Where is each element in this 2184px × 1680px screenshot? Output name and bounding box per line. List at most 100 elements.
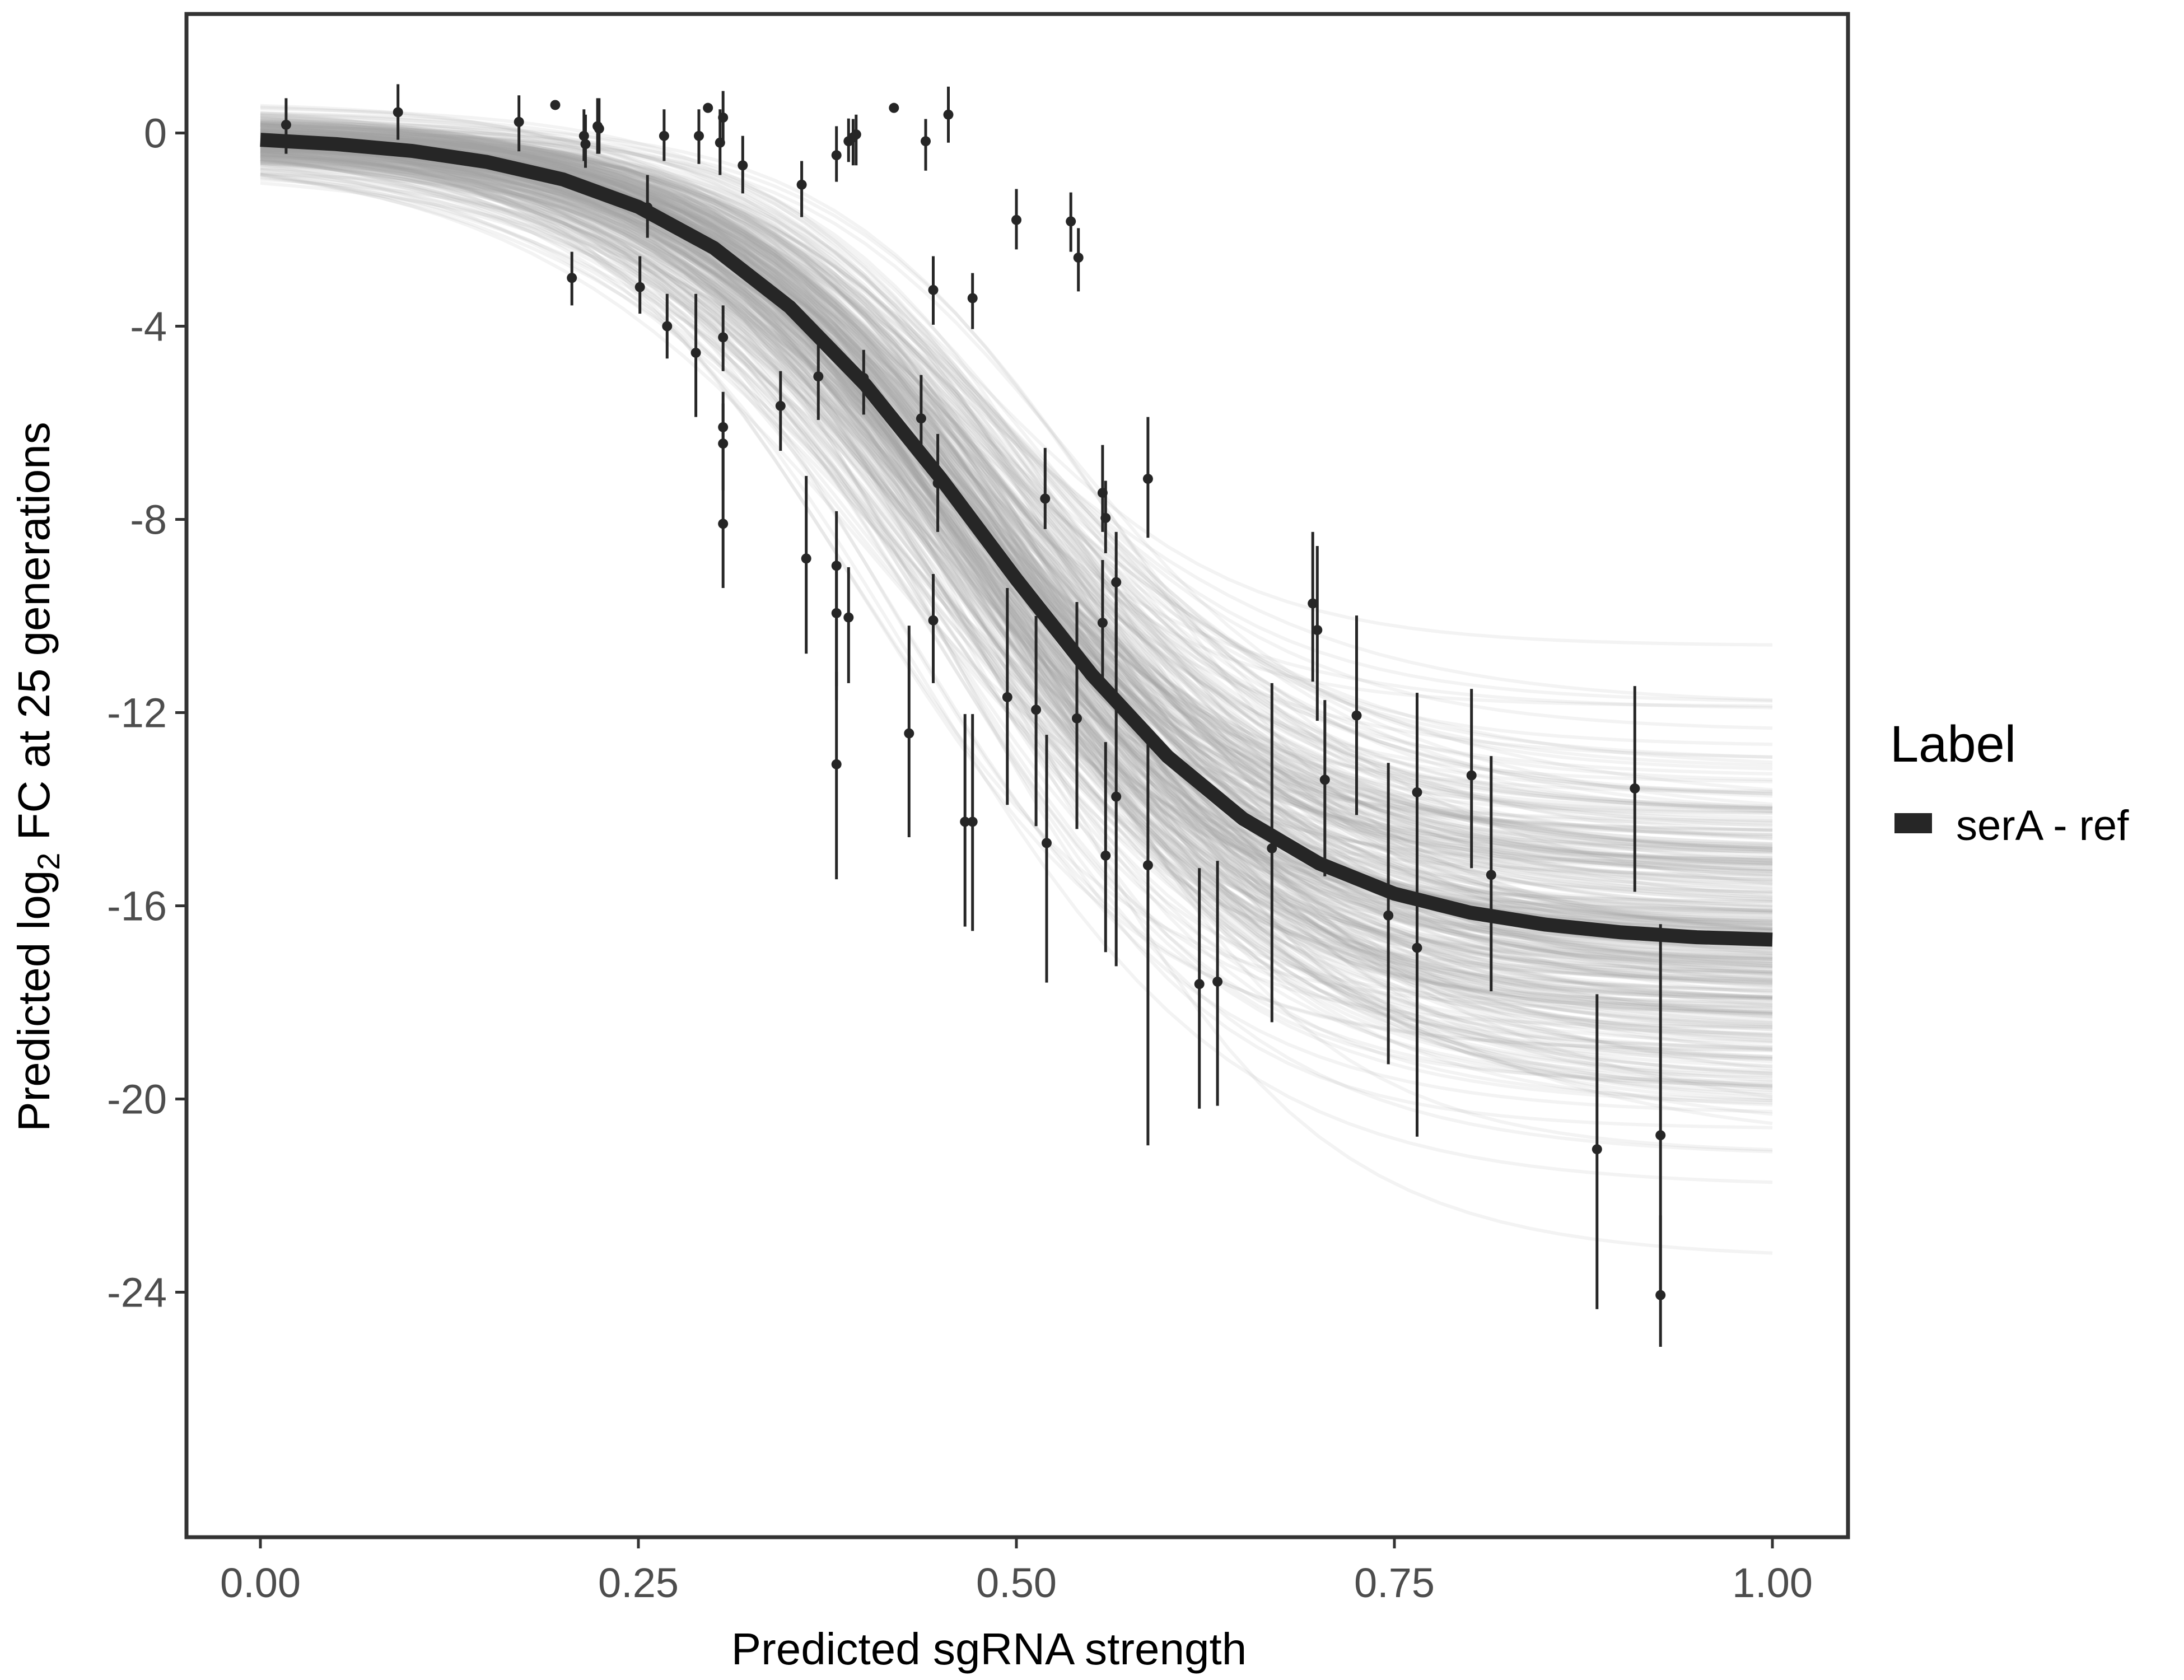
posterior-draw-line xyxy=(260,163,1773,1130)
data-point xyxy=(775,400,786,411)
posterior-draw-line xyxy=(260,149,1773,999)
posterior-draw-line xyxy=(260,136,1773,1002)
posterior-draw-line xyxy=(260,143,1773,876)
posterior-draw-line xyxy=(260,150,1773,926)
posterior-draw-line xyxy=(260,113,1773,1103)
posterior-draw-line xyxy=(260,161,1773,900)
posterior-draw-line xyxy=(260,136,1773,999)
posterior-draw-line xyxy=(260,154,1773,923)
posterior-draw-line xyxy=(260,132,1773,960)
posterior-draw-line xyxy=(260,122,1773,981)
posterior-draw-line xyxy=(260,120,1773,866)
posterior-draw-line xyxy=(260,119,1773,730)
posterior-draw-line xyxy=(260,153,1773,1016)
data-point xyxy=(718,332,729,343)
posterior-draw-line xyxy=(260,127,1773,944)
data-point xyxy=(694,130,704,141)
data-point xyxy=(703,102,713,113)
posterior-draw-line xyxy=(260,178,1773,999)
y-axis-title-subscript: 2 xyxy=(31,853,66,870)
posterior-draw-line xyxy=(260,126,1773,932)
posterior-draw-line xyxy=(260,158,1773,764)
posterior-draw-line xyxy=(260,148,1773,874)
posterior-draw-line xyxy=(260,155,1773,1082)
posterior-draw-line xyxy=(260,133,1773,792)
data-point xyxy=(718,422,729,432)
posterior-draw-line xyxy=(260,174,1773,1116)
posterior-draw-line xyxy=(260,181,1773,899)
posterior-draw-line xyxy=(260,132,1773,811)
posterior-draw-line xyxy=(260,122,1773,873)
posterior-draw-line xyxy=(260,153,1773,931)
posterior-draw-line xyxy=(260,133,1773,1026)
posterior-draw-line xyxy=(260,139,1773,853)
posterior-draw-line xyxy=(260,146,1773,985)
data-point xyxy=(1111,791,1122,802)
posterior-draw-line xyxy=(260,113,1773,702)
data-point xyxy=(738,160,748,171)
posterior-draw-line xyxy=(260,134,1773,1043)
posterior-draw-line xyxy=(260,144,1773,837)
posterior-draw-line xyxy=(260,126,1773,848)
posterior-draw-line xyxy=(260,121,1773,1078)
data-point xyxy=(831,150,842,161)
posterior-draw-line xyxy=(260,137,1773,933)
posterior-draw-line xyxy=(260,133,1773,968)
posterior-draw-line xyxy=(260,134,1773,1029)
posterior-draw-line xyxy=(260,171,1773,935)
posterior-draw-line xyxy=(260,146,1773,935)
posterior-draw-line xyxy=(260,146,1773,983)
posterior-draw-line xyxy=(260,141,1773,977)
posterior-draw-line xyxy=(260,150,1773,846)
posterior-draw-line xyxy=(260,125,1773,825)
posterior-draw-line xyxy=(260,107,1773,850)
data-point xyxy=(580,139,591,150)
posterior-draw-line xyxy=(260,157,1773,1049)
posterior-draw-line xyxy=(260,138,1773,837)
posterior-draw-line xyxy=(260,136,1773,909)
posterior-draw-line xyxy=(260,142,1773,953)
posterior-draw-line xyxy=(260,130,1773,814)
posterior-draw-line xyxy=(260,144,1773,963)
posterior-draw-line xyxy=(260,127,1773,950)
posterior-draw-line xyxy=(260,158,1773,982)
posterior-draw-line xyxy=(260,153,1773,917)
data-point xyxy=(1066,216,1076,227)
posterior-draw-line xyxy=(260,119,1773,862)
posterior-draw-line xyxy=(260,130,1773,1005)
posterior-draw-line xyxy=(260,163,1773,962)
posterior-draw-line xyxy=(260,142,1773,1015)
posterior-draw-line xyxy=(260,124,1773,955)
x-tick-label: 0.50 xyxy=(976,1560,1057,1606)
posterior-draw-line xyxy=(260,136,1773,922)
posterior-draw-line xyxy=(260,130,1773,771)
data-point xyxy=(967,293,978,304)
posterior-draw-line xyxy=(260,157,1773,1037)
posterior-draw-line xyxy=(260,133,1773,1001)
posterior-draw-line xyxy=(260,143,1773,876)
posterior-draw-line xyxy=(260,151,1773,913)
posterior-draw-line xyxy=(260,153,1773,1037)
y-tick-label: -20 xyxy=(107,1076,167,1123)
data-point xyxy=(1042,838,1052,848)
posterior-draw-line xyxy=(260,162,1773,1031)
y-axis-title: Predicted log2 FC at 25 generations xyxy=(9,422,66,1131)
posterior-draw-line xyxy=(260,134,1773,1048)
y-tick-label: -24 xyxy=(107,1270,167,1316)
data-point xyxy=(1466,770,1477,781)
posterior-draw-line xyxy=(260,152,1773,974)
posterior-draw-line xyxy=(260,151,1773,913)
posterior-draw-line xyxy=(260,123,1773,1010)
posterior-draw-line xyxy=(260,142,1773,1052)
x-axis-title: Predicted sgRNA strength xyxy=(731,1624,1247,1674)
posterior-draw-line xyxy=(260,144,1773,902)
data-point xyxy=(550,100,561,110)
y-tick-label: -12 xyxy=(107,690,167,736)
data-point xyxy=(921,136,931,147)
posterior-draw-line xyxy=(260,150,1773,979)
legend-key-sera-ref xyxy=(1894,813,1932,833)
data-point xyxy=(1630,783,1640,794)
posterior-draw-line xyxy=(260,123,1773,833)
data-point xyxy=(1002,692,1012,702)
posterior-draw-line xyxy=(260,129,1773,964)
